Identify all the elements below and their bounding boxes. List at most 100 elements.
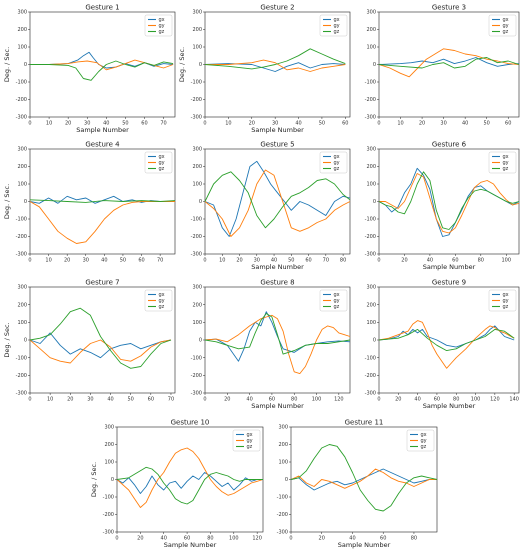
x-tick-label: 70 bbox=[157, 258, 163, 264]
legend-label-gz: gz bbox=[334, 29, 340, 35]
legend-label-gy: gy bbox=[159, 23, 165, 29]
chart-panel-11: Gesture 11 0 20 40 60 80 -300 -200 -100 0 100 200 30… bbox=[277, 419, 438, 549]
x-tick-label: 10 bbox=[45, 258, 51, 264]
y-tick-label: 0 bbox=[373, 338, 376, 344]
legend-label-gy: gy bbox=[247, 438, 253, 444]
y-tick-label: -300 bbox=[16, 252, 27, 258]
x-tick-label: 0 bbox=[115, 536, 118, 542]
x-tick-label: 60 bbox=[434, 397, 440, 403]
x-tick-label: 50 bbox=[120, 258, 126, 264]
x-tick-label: 60 bbox=[505, 121, 511, 127]
x-tick-label: 40 bbox=[161, 536, 167, 542]
x-tick-label: 40 bbox=[103, 121, 109, 127]
y-tick-label: 0 bbox=[373, 199, 376, 205]
chart-title: Gesture 4 bbox=[85, 141, 120, 149]
x-tick-label: 120 bbox=[334, 397, 344, 403]
x-axis-label: Sample Number bbox=[423, 402, 476, 410]
legend-box bbox=[319, 14, 348, 37]
x-tick-label: 20 bbox=[319, 536, 325, 542]
legend-box bbox=[319, 289, 348, 312]
x-tick-label: 20 bbox=[249, 121, 255, 127]
y-tick-label: -300 bbox=[365, 391, 376, 397]
series-line-gy bbox=[378, 48, 520, 78]
series-line-gy bbox=[204, 314, 351, 375]
x-tick-label: 80 bbox=[291, 397, 297, 403]
y-tick-label: -200 bbox=[16, 97, 27, 103]
chart-panel-8: Gesture 8 0 20 40 60 80 100 120 -300 -200 -100 0 100… bbox=[191, 279, 351, 410]
legend-label-gy: gy bbox=[334, 298, 340, 304]
x-tick-label: 40 bbox=[427, 258, 433, 264]
x-tick-label: 20 bbox=[67, 397, 73, 403]
chart-title: Gesture 1 bbox=[85, 4, 119, 12]
legend-label-gz: gz bbox=[503, 29, 509, 35]
x-tick-label: 20 bbox=[224, 397, 230, 403]
series-line-gz bbox=[204, 171, 351, 229]
chart-panel-6: Gesture 6 0 20 40 60 80 100 -300 -200 -100 0 100 200… bbox=[365, 141, 520, 271]
series-line-gz bbox=[29, 307, 172, 369]
x-tick-label: 80 bbox=[411, 536, 417, 542]
chart-title: Gesture 2 bbox=[260, 4, 294, 12]
x-tick-label: 100 bbox=[312, 397, 322, 403]
y-tick-label: -200 bbox=[365, 97, 376, 103]
series-line-gy bbox=[116, 447, 264, 508]
series-line-gy bbox=[29, 201, 175, 244]
series-line-gy bbox=[290, 468, 437, 489]
series-line-gy bbox=[204, 169, 351, 237]
x-tick-label: 50 bbox=[122, 121, 128, 127]
legend-box bbox=[406, 429, 435, 452]
y-tick-label: 300 bbox=[17, 10, 27, 16]
y-tick-label: 200 bbox=[278, 442, 288, 448]
legend-label-gz: gz bbox=[159, 29, 165, 35]
series-line-gx bbox=[378, 57, 520, 67]
legend-label-gz: gz bbox=[159, 166, 165, 172]
x-tick-label: 30 bbox=[254, 258, 260, 264]
x-tick-label: 60 bbox=[380, 536, 386, 542]
x-tick-label: 60 bbox=[305, 258, 311, 264]
x-tick-label: 10 bbox=[225, 121, 231, 127]
chart-title: Gesture 9 bbox=[432, 279, 466, 287]
y-tick-label: -300 bbox=[191, 391, 202, 397]
x-tick-label: 40 bbox=[414, 397, 420, 403]
chart-title: Gesture 8 bbox=[260, 279, 294, 287]
series-line-gz bbox=[30, 60, 174, 81]
y-tick-label: -200 bbox=[277, 512, 288, 518]
x-tick-label: 20 bbox=[419, 121, 425, 127]
legend-label-gx: gx bbox=[503, 154, 509, 160]
y-tick-label: 100 bbox=[192, 182, 202, 188]
x-tick-label: 30 bbox=[84, 121, 90, 127]
x-tick-label: 60 bbox=[452, 258, 458, 264]
y-tick-label: 200 bbox=[17, 302, 27, 308]
y-tick-label: 300 bbox=[17, 285, 27, 291]
x-tick-label: 60 bbox=[342, 121, 348, 127]
chart-panel-10: Gesture 10 0 20 40 60 80 100 120 -300 -200 -100 0 10… bbox=[90, 419, 264, 549]
x-tick-label: 70 bbox=[323, 258, 329, 264]
series-line-gx bbox=[204, 160, 351, 237]
series-line-gz bbox=[378, 57, 520, 69]
y-tick-label: -100 bbox=[191, 80, 202, 86]
x-tick-label: 0 bbox=[203, 397, 206, 403]
y-tick-label: -300 bbox=[191, 115, 202, 121]
legend-label-gx: gx bbox=[334, 292, 340, 298]
y-tick-label: 0 bbox=[199, 199, 202, 205]
legend-label-gx: gx bbox=[159, 17, 165, 23]
x-tick-label: 0 bbox=[203, 258, 206, 264]
y-tick-label: 200 bbox=[366, 27, 376, 33]
y-tick-label: -200 bbox=[191, 234, 202, 240]
chart-panel-7: Gesture 7 0 10 20 30 40 50 60 70 -300 -200 -100 0 100… bbox=[3, 279, 176, 403]
legend-label-gx: gx bbox=[247, 432, 253, 438]
x-tick-label: 60 bbox=[141, 121, 147, 127]
y-tick-label: -300 bbox=[16, 391, 27, 397]
x-tick-label: 30 bbox=[272, 121, 278, 127]
y-axis-label: Deg. / Sec. bbox=[3, 322, 11, 357]
x-tick-label: 100 bbox=[229, 536, 239, 542]
legend-label-gz: gz bbox=[503, 304, 509, 310]
x-tick-label: 120 bbox=[252, 536, 262, 542]
y-tick-label: 300 bbox=[366, 285, 376, 291]
y-tick-label: -100 bbox=[16, 80, 27, 86]
x-tick-label: 40 bbox=[107, 397, 113, 403]
series-line-gy bbox=[378, 320, 515, 369]
y-tick-label: 300 bbox=[104, 425, 114, 431]
y-tick-label: 100 bbox=[366, 182, 376, 188]
legend-label-gy: gy bbox=[421, 438, 427, 444]
